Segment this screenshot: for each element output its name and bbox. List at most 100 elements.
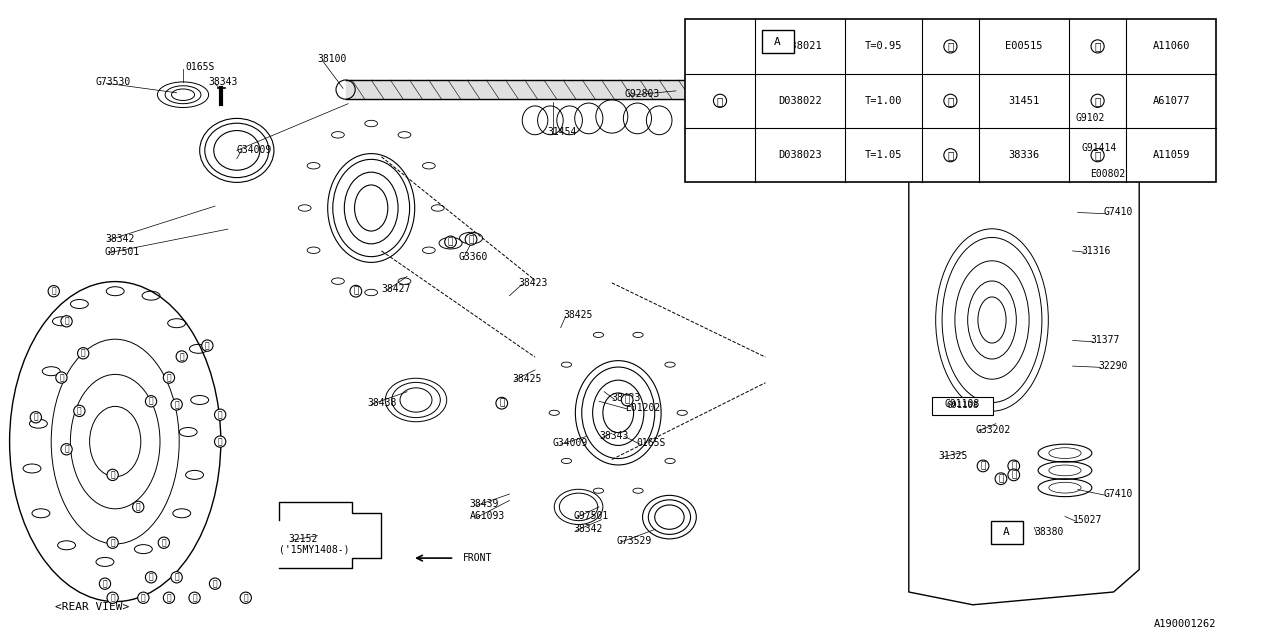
Text: ⑦: ⑦ [136,502,141,511]
Text: ⑥: ⑥ [81,349,86,358]
Text: 38423: 38423 [612,393,641,403]
Text: ('15MY1408-): ('15MY1408-) [279,544,349,554]
Text: ⑦: ⑦ [64,445,69,454]
Text: G34009: G34009 [237,145,273,156]
Text: ⑦: ⑦ [243,593,248,602]
Text: 38380: 38380 [1034,527,1064,538]
Text: ④: ④ [1011,461,1016,470]
Text: ⑤: ⑤ [1011,470,1016,479]
Text: 31451: 31451 [1009,96,1039,106]
Text: ⑦: ⑦ [77,406,82,415]
Text: A61077: A61077 [1152,96,1190,106]
Text: T=1.05: T=1.05 [864,150,902,160]
Text: E00802: E00802 [1091,169,1126,179]
Text: ⑦: ⑦ [166,593,172,602]
Bar [762,30,794,53]
Text: ⑦: ⑦ [161,538,166,547]
Text: ②: ② [353,287,358,296]
Text: 38342: 38342 [105,234,134,244]
Text: ⑧: ⑧ [51,287,56,296]
Text: ⑥: ⑥ [166,373,172,382]
Text: ⑥: ⑥ [64,317,69,326]
Text: D038022: D038022 [778,96,822,106]
Text: ⑥: ⑥ [174,400,179,409]
Text: ⑦: ⑦ [218,437,223,446]
Text: A11060: A11060 [1152,42,1190,51]
Text: ③: ③ [947,96,954,106]
Text: 32152: 32152 [288,534,317,544]
Bar [932,397,993,415]
Text: E00515: E00515 [1005,42,1043,51]
Text: ②: ② [947,42,954,51]
Text: G91414: G91414 [1082,143,1117,154]
Text: 31377: 31377 [1091,335,1120,346]
Text: G97501: G97501 [573,511,609,522]
Text: G33202: G33202 [975,425,1011,435]
Text: 38343: 38343 [209,77,238,87]
Text: ⑦: ⑦ [1094,150,1101,160]
Text: D038021: D038021 [778,42,822,51]
Text: A61093: A61093 [470,511,506,522]
Text: G7410: G7410 [1103,207,1133,218]
Text: A11059: A11059 [1152,150,1190,160]
Text: G73530: G73530 [96,77,132,87]
Text: A: A [1002,527,1010,538]
Text: 38336: 38336 [1009,150,1039,160]
Text: 32290: 32290 [1098,361,1128,371]
Text: 38343: 38343 [599,431,628,442]
Text: ④: ④ [33,413,38,422]
Text: G3360: G3360 [458,252,488,262]
Text: ①: ① [717,96,723,106]
Text: ⑦: ⑦ [141,593,146,602]
Text: ⑦: ⑦ [110,538,115,547]
Text: 0165S: 0165S [636,438,666,448]
Text: 38427: 38427 [381,284,411,294]
Text: 31454: 31454 [548,127,577,138]
Text: 38425: 38425 [563,310,593,320]
Text: 38100: 38100 [317,54,347,64]
Text: G97501: G97501 [105,246,141,257]
Text: G92803: G92803 [625,89,660,99]
Text: ③: ③ [448,237,453,246]
Text: 38342: 38342 [573,524,603,534]
Text: 38438: 38438 [367,398,397,408]
Text: ⑦: ⑦ [102,579,108,588]
Text: ⑤: ⑤ [1094,42,1101,51]
Text: ⑦: ⑦ [192,593,197,602]
Text: ④: ④ [947,150,954,160]
Bar [685,19,1216,182]
Text: ①: ① [625,396,630,404]
Text: ⑧: ⑧ [205,341,210,350]
Text: ⑦: ⑦ [212,579,218,588]
Text: ⑥: ⑥ [179,352,184,361]
Text: G34009: G34009 [553,438,589,448]
Text: A190001262: A190001262 [1153,619,1216,629]
Text: 31325: 31325 [938,451,968,461]
Bar [991,521,1023,544]
Text: G91108: G91108 [946,401,979,410]
Text: ⑦: ⑦ [148,573,154,582]
Text: 38425: 38425 [512,374,541,384]
Text: G7410: G7410 [1103,489,1133,499]
Text: ⑦: ⑦ [110,593,115,602]
Text: G91108: G91108 [945,399,980,410]
Text: ⑤: ⑤ [998,474,1004,483]
Text: ①: ① [499,399,504,408]
Text: ⑦: ⑦ [110,470,115,479]
Text: 31316: 31316 [1082,246,1111,256]
Text: FRONT: FRONT [463,553,493,563]
Text: A: A [773,36,781,47]
Text: 38423: 38423 [518,278,548,288]
Text: ⑦: ⑦ [174,573,179,582]
Text: 0165S: 0165S [186,62,215,72]
Text: ⑦: ⑦ [218,410,223,419]
Text: ⑦: ⑦ [59,373,64,382]
Text: ③: ③ [468,235,474,244]
Text: ⑥: ⑥ [148,397,154,406]
Text: G73529: G73529 [617,536,653,546]
Text: 38439: 38439 [470,499,499,509]
Text: G9102: G9102 [1075,113,1105,124]
Text: T=0.95: T=0.95 [864,42,902,51]
Text: E01202: E01202 [625,403,660,413]
Text: T=1.00: T=1.00 [864,96,902,106]
